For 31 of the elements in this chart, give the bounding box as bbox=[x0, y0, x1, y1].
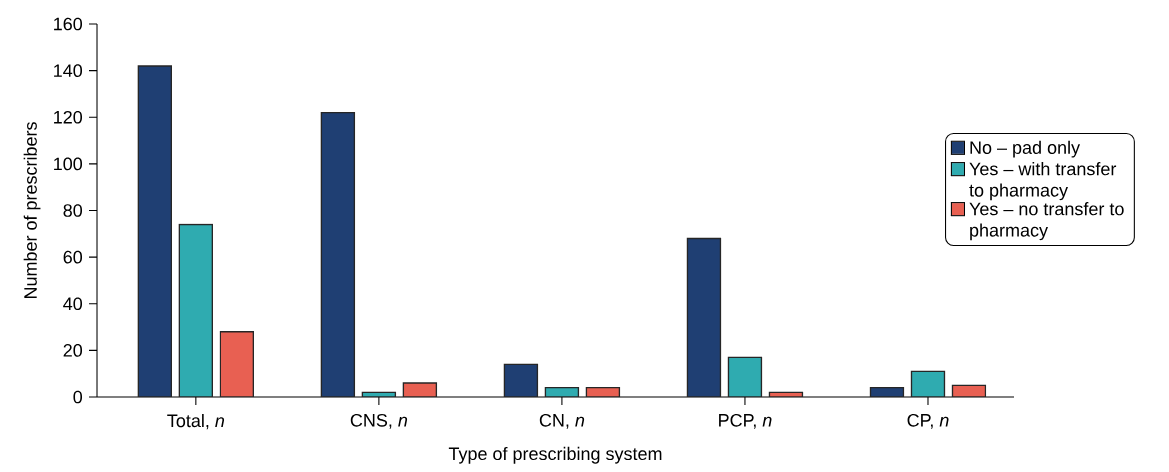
legend-label: No – pad only bbox=[970, 140, 1081, 158]
y-tick-label: 140 bbox=[54, 64, 83, 77]
bar bbox=[503, 363, 539, 397]
x-tick-label: CNS, n bbox=[350, 413, 408, 429]
legend-label: Yes – with transfer to pharmacy bbox=[969, 162, 1117, 201]
bar bbox=[686, 237, 722, 397]
y-tick-label: 20 bbox=[63, 344, 83, 357]
y-tick-label: 0 bbox=[73, 390, 83, 404]
bar bbox=[402, 382, 438, 397]
x-tick-label: CP, n bbox=[907, 413, 949, 429]
bar bbox=[137, 65, 173, 397]
bar bbox=[320, 111, 356, 397]
y-tick-label: 100 bbox=[54, 157, 83, 171]
y-tick-label: 40 bbox=[63, 297, 83, 311]
bar bbox=[768, 391, 804, 397]
x-axis-title: Type of prescribing system bbox=[448, 446, 662, 464]
bar bbox=[910, 370, 946, 397]
x-tick-label: CN, n bbox=[539, 413, 585, 429]
x-tick-label: Total, n bbox=[167, 413, 225, 430]
bar bbox=[727, 356, 763, 397]
bar bbox=[585, 387, 621, 397]
y-tick-label: 120 bbox=[54, 110, 83, 124]
y-tick-label: 60 bbox=[63, 250, 83, 264]
bar bbox=[178, 223, 214, 397]
bar bbox=[219, 331, 255, 397]
x-tick-label: PCP, n bbox=[719, 413, 772, 429]
y-tick-label: 160 bbox=[54, 17, 83, 31]
y-tick-label: 80 bbox=[63, 204, 83, 217]
y-axis-title: Number of prescribers bbox=[23, 122, 41, 299]
legend-label: Yes – no transfer to pharmacy bbox=[969, 202, 1124, 241]
bar bbox=[951, 384, 987, 397]
